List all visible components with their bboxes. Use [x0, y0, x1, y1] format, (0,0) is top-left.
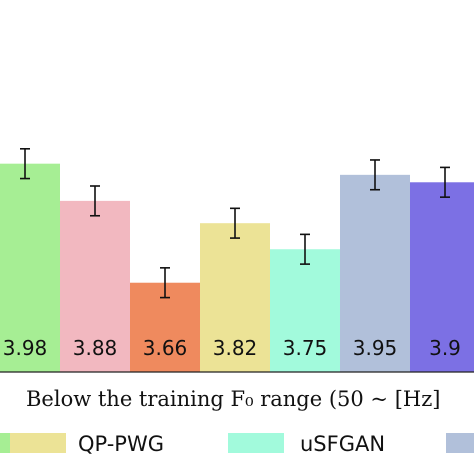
- bar-1: [0, 163, 60, 372]
- value-label-5: 3.75: [283, 336, 328, 360]
- legend: QP-PWG uSFGAN: [0, 432, 474, 456]
- legend-label-3: uSFGAN: [300, 432, 385, 456]
- error-bar-7: [440, 166, 450, 198]
- value-label-6: 3.95: [353, 336, 398, 360]
- legend-swatch-3: [228, 433, 284, 453]
- legend-swatch-4: [446, 433, 474, 453]
- bar-4: [200, 223, 270, 372]
- bar-5: [270, 249, 340, 372]
- error-bar-6: [370, 159, 380, 191]
- legend-label-2: QP-PWG: [78, 432, 164, 456]
- error-bar-4: [230, 207, 240, 239]
- value-label-1: 3.98: [3, 336, 48, 360]
- bar-2: [60, 200, 130, 372]
- error-bar-5: [300, 233, 310, 265]
- bar-7: [410, 182, 474, 372]
- value-label-7: 3.9: [429, 336, 461, 360]
- bars-group: [0, 148, 474, 372]
- legend-item-4: [446, 433, 474, 453]
- legend-item-3: uSFGAN: [228, 432, 385, 456]
- legend-item-2: QP-PWG: [10, 432, 164, 456]
- value-label-3: 3.66: [143, 336, 188, 360]
- error-bar-3: [160, 267, 170, 299]
- value-labels-group: 3.98 3.88 3.66 3.82 3.75 3.95 3.9: [3, 336, 461, 360]
- bar-6: [340, 174, 410, 372]
- value-label-4: 3.82: [213, 336, 258, 360]
- value-label-2: 3.88: [73, 336, 118, 360]
- x-axis-label: Below the training F₀ range (50 ~ [Hz]: [26, 387, 440, 411]
- legend-swatch-2: [10, 433, 66, 453]
- error-bar-1: [20, 148, 30, 180]
- error-bar-2: [90, 185, 100, 217]
